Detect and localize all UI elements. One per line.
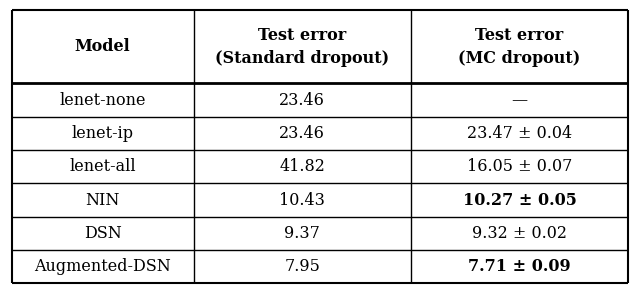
Text: 7.71 ± 0.09: 7.71 ± 0.09: [468, 258, 571, 275]
Text: 23.46: 23.46: [279, 92, 325, 109]
Text: 41.82: 41.82: [279, 158, 325, 175]
Text: 10.27 ± 0.05: 10.27 ± 0.05: [463, 192, 577, 208]
Text: DSN: DSN: [84, 225, 122, 242]
Text: 10.43: 10.43: [279, 192, 325, 208]
Text: Model: Model: [75, 38, 131, 55]
Text: 23.46: 23.46: [279, 125, 325, 142]
Text: Augmented-DSN: Augmented-DSN: [34, 258, 171, 275]
Text: NIN: NIN: [85, 192, 120, 208]
Text: 16.05 ± 0.07: 16.05 ± 0.07: [467, 158, 572, 175]
Text: Test error
(MC dropout): Test error (MC dropout): [458, 27, 580, 67]
Text: lenet-none: lenet-none: [60, 92, 146, 109]
Text: —: —: [511, 92, 527, 109]
Text: lenet-all: lenet-all: [69, 158, 136, 175]
Text: 23.47 ± 0.04: 23.47 ± 0.04: [467, 125, 572, 142]
Text: 7.95: 7.95: [284, 258, 320, 275]
Text: lenet-ip: lenet-ip: [72, 125, 134, 142]
Text: 9.37: 9.37: [284, 225, 320, 242]
Text: 9.32 ± 0.02: 9.32 ± 0.02: [472, 225, 567, 242]
Text: Test error
(Standard dropout): Test error (Standard dropout): [215, 27, 389, 67]
